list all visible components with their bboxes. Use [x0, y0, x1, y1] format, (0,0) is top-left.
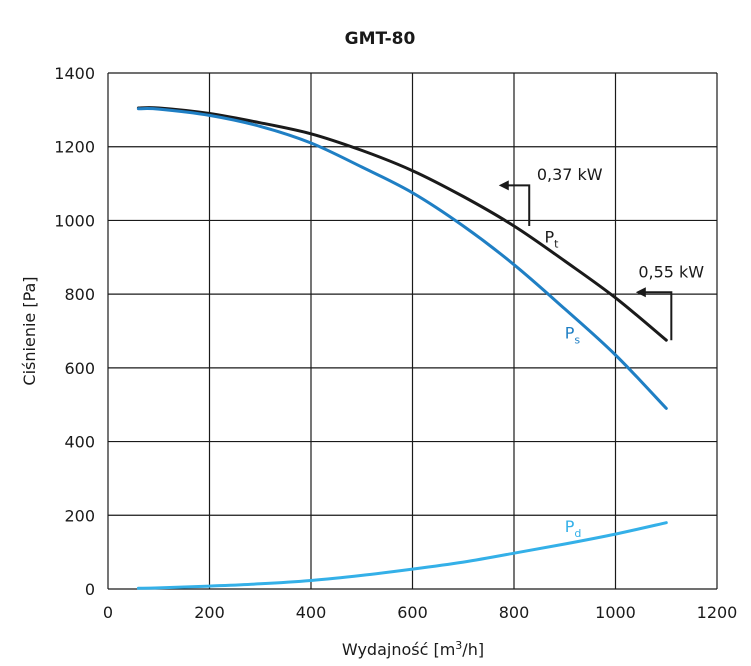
- series-label-pt: Pt: [544, 228, 559, 251]
- x-axis-label-part-2: /h]: [462, 640, 484, 659]
- series-label-sub: t: [554, 238, 559, 251]
- annotation-label: 0,55 kW: [638, 263, 704, 282]
- series-label-ps: Ps: [565, 323, 581, 346]
- x-tick-label: 200: [194, 603, 225, 622]
- x-tick-label: 1000: [595, 603, 636, 622]
- series-line-ps: [136, 107, 668, 410]
- x-tick-label: 600: [397, 603, 428, 622]
- annotation-bracket: [506, 184, 531, 226]
- series-line-pt: [136, 106, 668, 342]
- series-label-sub: d: [574, 527, 581, 540]
- y-tick-label: 1000: [54, 211, 95, 230]
- annotation-bracket: [643, 291, 673, 341]
- x-tick-label: 0: [103, 603, 113, 622]
- x-tick-label: 800: [499, 603, 530, 622]
- series-label-sub: s: [574, 333, 580, 346]
- y-tick-label: 400: [64, 433, 95, 452]
- annotation-arrowhead: [498, 180, 509, 191]
- x-tick-label: 400: [296, 603, 327, 622]
- annotations: 0,37 kW 0,55 kW: [498, 165, 704, 341]
- y-tick-label: 600: [64, 359, 95, 378]
- chart-title: GMT-80: [345, 29, 416, 49]
- y-tick-label: 800: [64, 285, 95, 304]
- y-axis-label: Ciśnienie [Pa]: [20, 276, 39, 385]
- y-tick-label: 0: [85, 580, 95, 599]
- x-axis-label-part-1: Wydajność [m: [342, 640, 455, 659]
- series-label-pd: Pd: [565, 517, 582, 540]
- series-label-main: P: [565, 323, 575, 342]
- y-tick-label: 200: [64, 506, 95, 525]
- x-tick-label: 1200: [697, 603, 738, 622]
- grid: [107, 72, 718, 590]
- annotation-label: 0,37 kW: [537, 165, 603, 184]
- series-label-main: P: [565, 517, 575, 536]
- series-line-pd: [136, 521, 668, 590]
- ticks: 0 200 400 600 800 1000 1200 0 200 400 600 800 1000 12…: [54, 64, 737, 622]
- x-axis-label: Wydajność [m3/h]: [342, 639, 484, 659]
- series-label-main: P: [544, 228, 554, 247]
- y-tick-label: 1400: [54, 64, 95, 83]
- y-tick-label: 1200: [54, 138, 95, 157]
- annotation-arrowhead: [635, 287, 646, 298]
- x-axis-label-superscript: 3: [455, 639, 462, 652]
